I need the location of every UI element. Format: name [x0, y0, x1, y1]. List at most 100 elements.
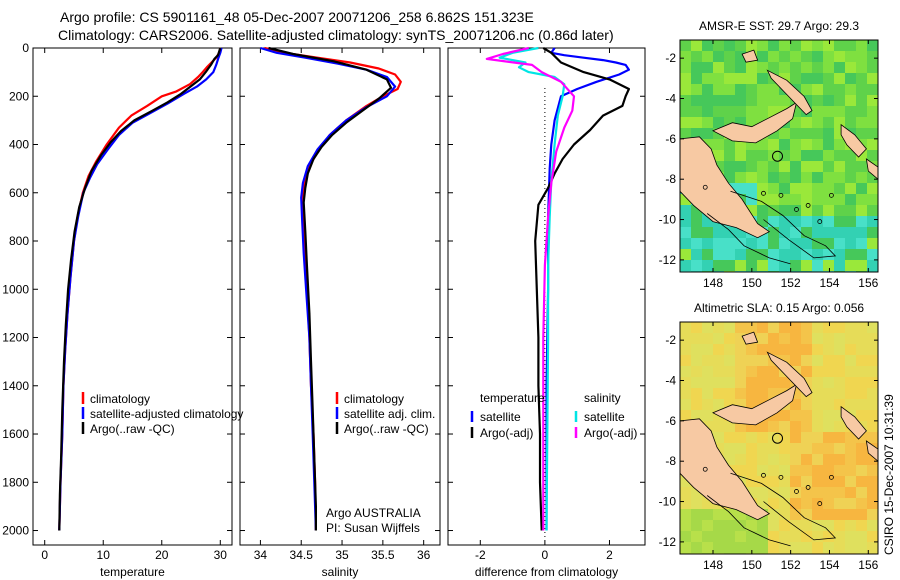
sla-map-cell: [702, 333, 713, 344]
sst-map-cell: [867, 238, 878, 249]
difference-series-3: [485, 46, 576, 531]
sst-map-cell: [735, 40, 746, 51]
salinity-xtick-label: 36: [417, 548, 431, 562]
sst-map-cell: [724, 150, 735, 161]
sla-map-cell: [801, 487, 812, 498]
sst-map-cell: [867, 216, 878, 227]
sst-map-cell: [746, 205, 757, 216]
sst-map-cell: [757, 216, 768, 227]
sla-map-cell: [724, 509, 735, 520]
sla-map-cell: [724, 520, 735, 531]
sla-map-cell: [845, 322, 856, 333]
sla-map-cell: [823, 344, 834, 355]
sla-map-cell: [834, 432, 845, 443]
sst-map-cell: [768, 238, 779, 249]
sla-map-cell: [823, 421, 834, 432]
sst-map-title: AMSR-E SST: 29.7 Argo: 29.3: [699, 19, 859, 33]
sst-map-cell: [757, 95, 768, 106]
sla-map-cell: [702, 421, 713, 432]
temperature-legend-label: Argo(..raw -QC): [90, 422, 175, 436]
sla-map-cell: [790, 421, 801, 432]
sla-map-cell: [812, 465, 823, 476]
sst-map-ytick-label: -8: [665, 172, 676, 186]
sst-map-cell: [856, 260, 867, 271]
sst-map-cell: [867, 40, 878, 51]
difference-axes-frame: [447, 47, 646, 546]
sst-map-cell: [757, 106, 768, 117]
sla-map-cell: [812, 509, 823, 520]
sst-map-cell: [790, 238, 801, 249]
difference-series-1: [534, 47, 630, 531]
sst-map-cell: [812, 205, 823, 216]
sla-map-cell: [812, 531, 823, 542]
sst-map-cell: [746, 260, 757, 271]
sla-map-cell: [823, 476, 834, 487]
sst-map-ytick-label: -4: [665, 92, 676, 106]
sla-map-cell: [724, 542, 735, 553]
header-line-2: Climatology: CARS2006. Satellite-adjuste…: [58, 27, 614, 43]
sla-map-cell: [867, 377, 878, 388]
sla-map-cell: [680, 366, 691, 377]
sst-map-cell: [702, 128, 713, 139]
sla-map-cell: [790, 432, 801, 443]
sst-map-cell: [691, 238, 702, 249]
sla-map-cell: [867, 410, 878, 421]
sla-map-cell: [724, 344, 735, 355]
sla-map-cell: [735, 377, 746, 388]
sst-map-cell: [746, 73, 757, 84]
sst-map-cell: [856, 128, 867, 139]
difference-xtick-label: 0: [542, 548, 549, 562]
sla-map-cell: [856, 333, 867, 344]
sla-map-cell: [724, 355, 735, 366]
sst-map-cell: [757, 161, 768, 172]
sst-map-cell: [713, 62, 724, 73]
sla-map-cell: [746, 432, 757, 443]
sst-map-cell: [834, 227, 845, 238]
sla-map-islet: [805, 485, 811, 490]
sst-map-islet: [778, 192, 784, 198]
sst-map-cell: [691, 205, 702, 216]
sla-map-cell: [790, 498, 801, 509]
sst-map-cell: [812, 139, 823, 150]
sst-map-ytick-label: -6: [665, 132, 676, 146]
sst-map-cell: [801, 172, 812, 183]
sla-map-cell: [768, 344, 779, 355]
sla-map-cell: [812, 333, 823, 344]
sla-map-cell: [834, 465, 845, 476]
sla-map-cell: [680, 476, 691, 487]
sla-map-cell: [735, 399, 746, 410]
sla-map-cell: [746, 454, 757, 465]
temperature-xlabel: temperature: [100, 565, 165, 579]
sst-map-cell: [779, 51, 790, 62]
sla-map-cell: [735, 344, 746, 355]
sla-map-cell: [845, 355, 856, 366]
sla-map-cell: [867, 344, 878, 355]
difference-legend-heading-1: salinity: [584, 391, 621, 405]
sla-map-cell: [801, 355, 812, 366]
sla-map-cell: [779, 410, 790, 421]
sst-map-cell: [801, 128, 812, 139]
sst-map-cell: [801, 62, 812, 73]
sla-map-cell: [691, 322, 702, 333]
sla-map-cell: [713, 421, 724, 432]
sst-map-cell: [768, 205, 779, 216]
sst-map-islet: [794, 207, 799, 212]
sst-map-cell: [801, 51, 812, 62]
sst-map-cell: [867, 172, 878, 183]
sla-map-cell: [845, 388, 856, 399]
sst-map-cell: [735, 73, 746, 84]
sst-map-cell: [790, 73, 801, 84]
temperature-ytick-label: 600: [9, 186, 29, 200]
footer-credit: CSIRO 15-Dec-2007 10:31:39: [882, 394, 896, 555]
sst-map-cell: [856, 249, 867, 260]
sla-map-cell: [834, 333, 845, 344]
sst-map-cell: [845, 194, 856, 205]
sst-map-cell: [812, 249, 823, 260]
sla-map-cell: [768, 432, 779, 443]
sla-map-cell: [867, 476, 878, 487]
sst-map-cell: [845, 161, 856, 172]
sla-map-cell: [845, 454, 856, 465]
sla-map-cell: [680, 410, 691, 421]
salinity-legend-label: climatology: [344, 392, 404, 406]
